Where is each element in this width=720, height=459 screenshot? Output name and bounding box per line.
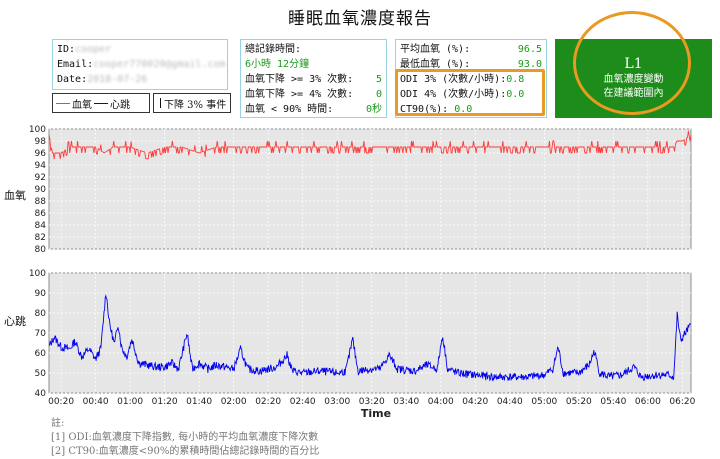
hr-xtick-label: 05:20: [566, 397, 592, 407]
hr-xtick-label: 05:00: [531, 397, 557, 407]
hr-xtick-label: 04:20: [462, 397, 488, 407]
oxygen-stats-box: 平均血氧 (%): 96.5 最低血氧 (%): 93.0 ODI 3% (次數/小…: [395, 39, 547, 118]
odi4-row: ODI 4% (次數/小時):0.0: [400, 89, 525, 100]
drop4-row: 血氧下降 >= 4% 次數: 0: [245, 89, 382, 100]
drop3-value: 5: [375, 74, 382, 85]
user-info-box: ID:cooper Email:cooper770020@gmail.com D…: [52, 39, 228, 90]
drop4-value: 0: [375, 89, 382, 100]
hr-ytick-label: 70: [35, 329, 47, 339]
user-id-value: cooper: [75, 44, 112, 55]
spo2-ytick-label: 88: [35, 197, 47, 207]
hr-ytick-label: 90: [35, 289, 47, 299]
hr-series-line: [49, 294, 691, 382]
hr-xtick-label: 01:40: [186, 397, 212, 407]
spo2-series-line: [48, 130, 692, 160]
event-legend: 下降 3% 事件: [153, 93, 231, 113]
spo2-ytick-label: 86: [35, 209, 47, 219]
spo2-ytick-label: 92: [35, 173, 46, 183]
note-odi: [1] ODI:血氧濃度下降指數, 每小時的平均血氧濃度下降次數: [51, 432, 319, 443]
spo2-chart: 80 82 84 86 88 90 92 94 96 98 100: [29, 125, 692, 255]
user-id-row: ID:cooper: [57, 44, 112, 55]
x-axis-title: Time: [361, 407, 391, 420]
hr-legend-swatch: [94, 102, 108, 104]
odi4-value: 0.0: [506, 89, 525, 100]
hr-xtick-label: 03:00: [324, 397, 350, 407]
hr-ytick-label: 40: [35, 389, 47, 399]
total-time-value: 6小時 12分鐘: [245, 59, 310, 70]
hr-ytick-label: 100: [29, 269, 46, 279]
user-date-value: 2018-07-26: [87, 74, 148, 85]
recording-summary-box: 總記錄時間: 6小時 12分鐘 血氧下降 >= 3% 次數: 5 血氧下降 >= …: [240, 39, 387, 118]
hr-ytick-label: 60: [35, 349, 47, 359]
hr-xtick-label: 06:20: [669, 397, 695, 407]
ct90-row: CT90(%): 0.0: [400, 104, 473, 115]
hr-ytick-label: 50: [35, 369, 47, 379]
hr-xtick-label: 02:40: [290, 397, 316, 407]
hr-chart: 40 50 60 70 80 90 100 00:20 00:40 01:00 01:20 01:40…: [29, 269, 696, 407]
report-title: 睡眠血氧濃度報告: [288, 9, 432, 29]
min-spo2-value: 93.0: [517, 59, 542, 70]
spo2-ytick-label: 84: [35, 221, 47, 231]
hr-xtick-label: 01:20: [152, 397, 178, 407]
below90-value: 0秒: [365, 104, 382, 115]
spo2-ytick-label: 80: [35, 245, 47, 255]
hr-xtick-label: 00:20: [48, 397, 74, 407]
avg-spo2-value: 96.5: [517, 44, 542, 55]
hr-xtick-label: 03:40: [393, 397, 419, 407]
spo2-ytick-label: 90: [35, 185, 47, 195]
spo2-legend-swatch: [56, 102, 70, 104]
ct90-value: 0.0: [454, 104, 473, 115]
note-ct90: [2] CT90:血氧濃度<90%的累積時間佔總記錄時間的百分比: [51, 446, 320, 457]
event-legend-label: 下降 3% 事件: [164, 99, 227, 111]
spo2-axis-title: 血氧: [4, 189, 26, 202]
spo2-ytick-label: 100: [29, 125, 46, 135]
odi-highlight-frame: [395, 69, 545, 116]
footnotes: 註: [1] ODI:血氧濃度下降指數, 每小時的平均血氧濃度下降次數 [2] …: [51, 417, 319, 459]
min-spo2-row: 最低血氧 (%): 93.0: [400, 59, 542, 70]
hr-xtick-label: 03:20: [359, 397, 385, 407]
spo2-ytick-label: 82: [35, 233, 46, 243]
hr-xtick-label: 01:00: [117, 397, 143, 407]
event-marker-icon: [160, 98, 161, 108]
hr-ytick-label: 80: [35, 309, 47, 319]
odi3-value: 0.8: [506, 74, 525, 85]
spo2-ytick-label: 96: [35, 149, 47, 159]
hr-axis-title: 心跳: [4, 315, 26, 328]
risk-level-highlight-circle: [573, 11, 691, 115]
hr-xtick-label: 06:00: [635, 397, 661, 407]
hr-xtick-label: 04:00: [428, 397, 454, 407]
hr-xtick-label: 02:20: [255, 397, 281, 407]
spo2-legend-label: 血氧: [72, 99, 92, 111]
hr-xtick-label: 00:40: [83, 397, 109, 407]
user-email-row: Email:cooper770020@gmail.com: [57, 59, 226, 70]
odi3-row: ODI 3% (次數/小時):0.8: [400, 74, 525, 85]
hr-xtick-label: 05:40: [600, 397, 626, 407]
user-email-value: cooper770020@gmail.com: [93, 59, 226, 70]
hr-xtick-label: 02:00: [221, 397, 247, 407]
below90-row: 血氧 < 90% 時間: 0秒: [245, 104, 382, 115]
notes-heading: 註:: [51, 418, 65, 429]
hr-xtick-label: 04:40: [497, 397, 523, 407]
spo2-ytick-label: 98: [35, 137, 47, 147]
avg-spo2-row: 平均血氧 (%): 96.5: [400, 44, 542, 55]
hr-legend-label: 心跳: [110, 99, 130, 111]
chart-legend: 血氧 心跳: [52, 93, 150, 113]
drop3-row: 血氧下降 >= 3% 次數: 5: [245, 74, 382, 85]
total-time-label: 總記錄時間:: [245, 44, 302, 55]
spo2-ytick-label: 94: [35, 161, 47, 171]
user-date-row: Date:2018-07-26: [57, 74, 148, 85]
